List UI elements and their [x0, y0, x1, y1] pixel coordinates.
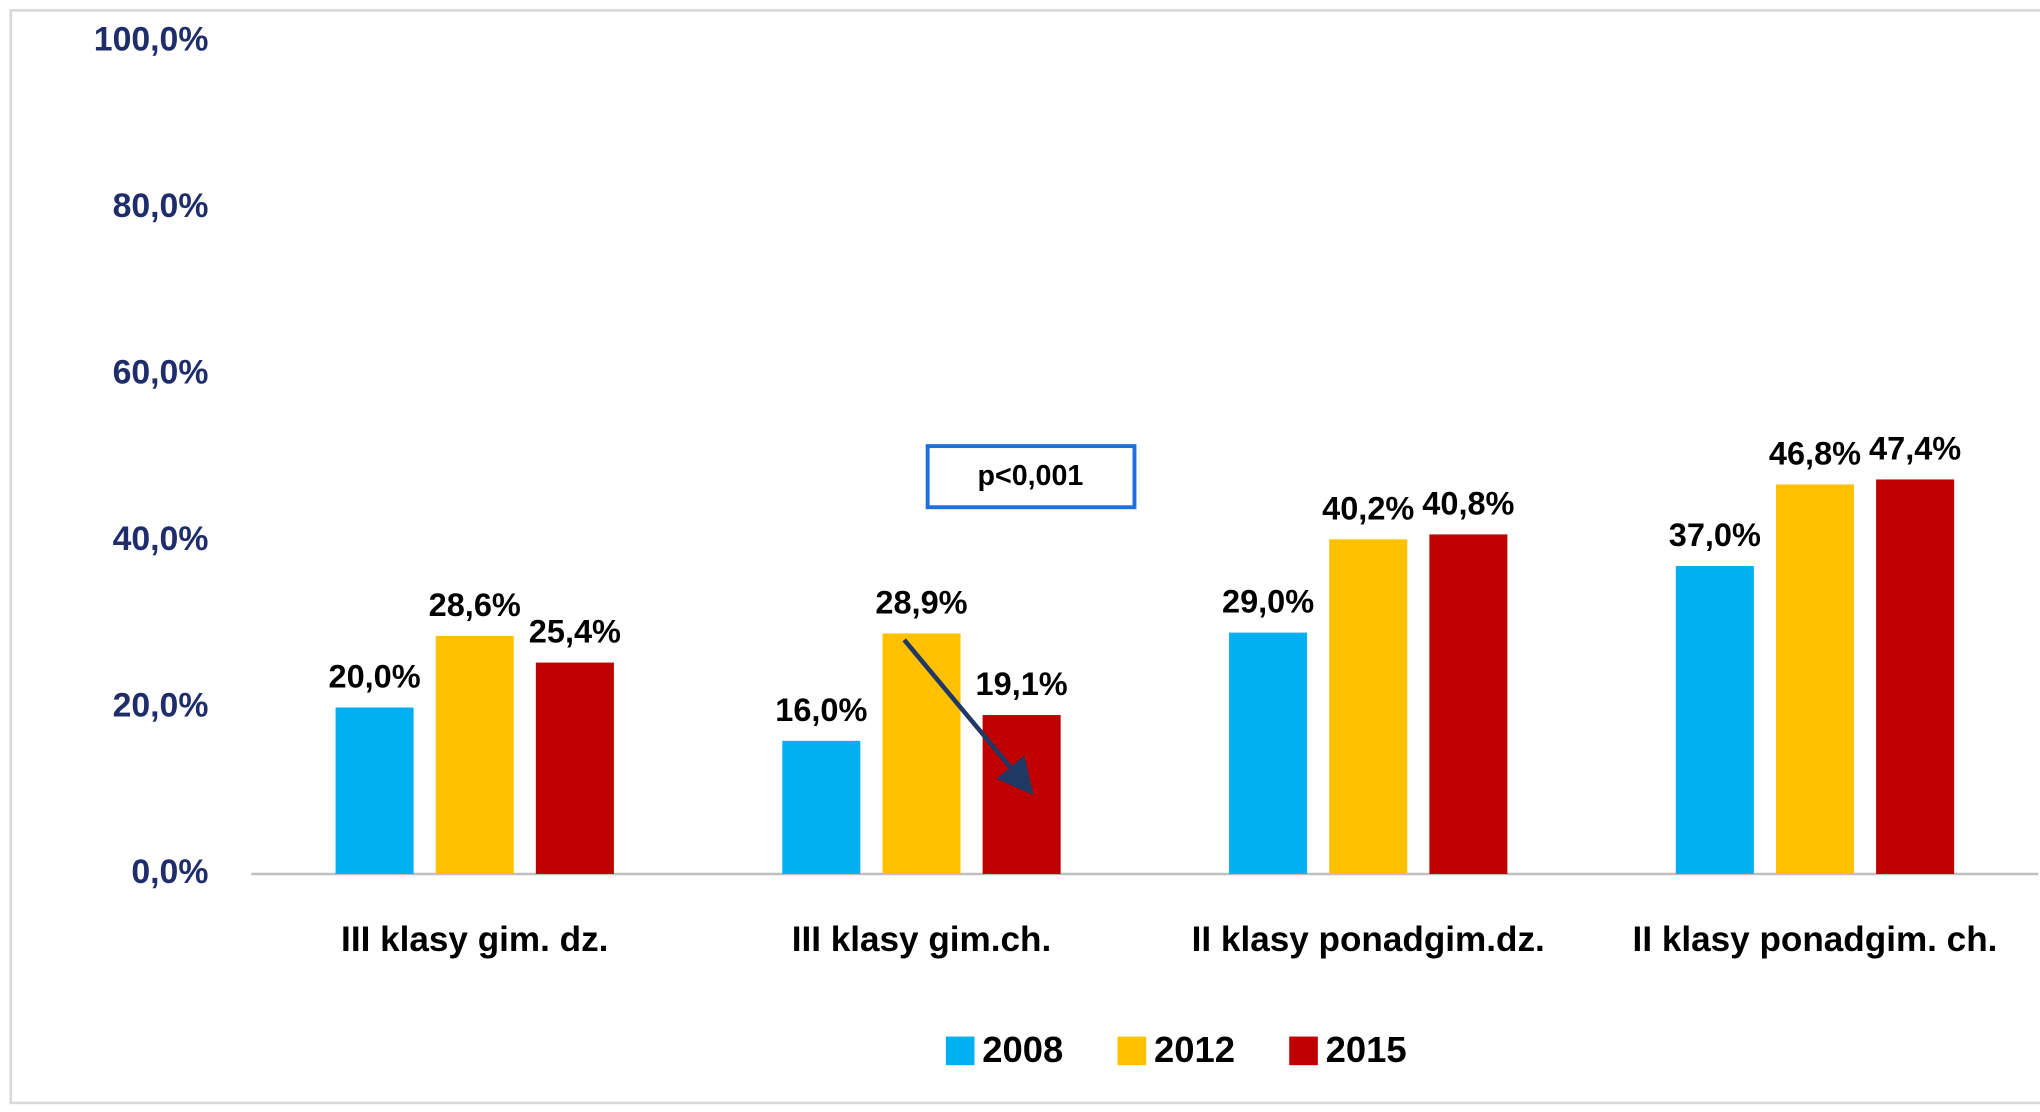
y-tick-label: 60,0% — [113, 354, 209, 392]
bar — [1329, 539, 1408, 874]
arrow — [902, 638, 1034, 796]
y-tick-label: 100,0% — [94, 21, 209, 59]
legend-swatch — [945, 1036, 975, 1066]
value-label: 40,8% — [1422, 485, 1514, 521]
bar — [435, 635, 514, 874]
bar — [982, 715, 1061, 874]
x-tick-label: III klasy gim.ch. — [792, 920, 1052, 959]
y-tick-label: 20,0% — [113, 686, 209, 724]
chart-border — [9, 9, 2040, 1105]
bar — [1429, 534, 1508, 874]
annotation: p<0,001 — [978, 460, 1084, 492]
legend-swatch — [1289, 1036, 1318, 1066]
value-label: 25,4% — [529, 614, 621, 650]
bar — [1675, 566, 1754, 874]
bar — [535, 662, 614, 874]
value-label: 46,8% — [1769, 435, 1861, 471]
value-label: 28,6% — [429, 587, 521, 623]
value-label: 40,2% — [1322, 490, 1414, 526]
x-tick-label: III klasy gim. dz. — [341, 920, 608, 959]
bar — [335, 707, 414, 874]
x-tick-label: II klasy ponadgim. ch. — [1633, 920, 1998, 959]
bar — [1775, 484, 1854, 874]
legend-label: 2012 — [1154, 1029, 1235, 1070]
value-label: 29,0% — [1222, 584, 1314, 620]
value-label: 37,0% — [1669, 517, 1761, 553]
value-label: 20,0% — [329, 658, 421, 694]
value-label: 16,0% — [775, 692, 867, 728]
value-label: 28,9% — [875, 584, 967, 620]
value-label: 19,1% — [976, 666, 1068, 702]
legend-label: 2015 — [1326, 1029, 1407, 1070]
bar — [782, 740, 861, 874]
legend-swatch — [1117, 1036, 1147, 1066]
bar — [882, 633, 961, 874]
annotation-box — [925, 444, 1137, 510]
y-tick-label: 0,0% — [131, 853, 208, 891]
y-tick-label: 40,0% — [113, 520, 209, 558]
bar — [1876, 479, 1955, 874]
x-tick-label: II klasy ponadgim.dz. — [1192, 920, 1545, 959]
legend-label: 2008 — [982, 1029, 1063, 1070]
y-tick-label: 80,0% — [113, 187, 209, 225]
value-label: 47,4% — [1869, 430, 1961, 466]
bar — [1229, 632, 1308, 874]
